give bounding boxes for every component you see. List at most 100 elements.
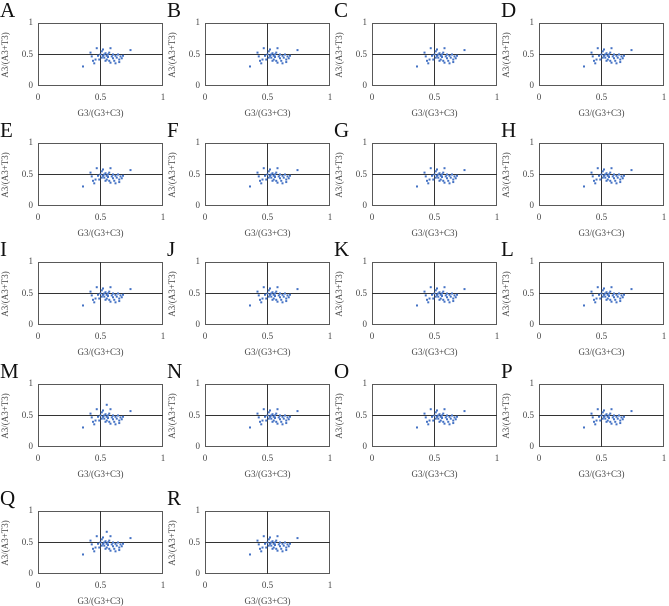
data-point — [620, 175, 623, 178]
data-point — [103, 173, 106, 176]
data-point — [102, 48, 104, 51]
y-tick-label: 0.5 — [522, 287, 534, 298]
x-tick-label: 1 — [327, 212, 333, 222]
data-point — [451, 53, 453, 56]
scatter-svg — [38, 511, 163, 574]
data-point — [449, 176, 452, 179]
data-point — [267, 176, 270, 179]
data-point — [595, 419, 598, 422]
data-point — [285, 58, 288, 61]
data-point — [119, 175, 122, 178]
data-point — [129, 169, 132, 172]
data-point — [428, 419, 431, 422]
data-point — [90, 543, 93, 546]
data-point — [92, 59, 94, 62]
data-point — [112, 173, 114, 176]
data-point — [441, 292, 443, 295]
y-tick-label: 0 — [362, 319, 368, 329]
data-point — [456, 293, 458, 296]
data-point — [112, 296, 114, 299]
panel-letter: O — [334, 359, 350, 383]
y-tick-label: 1 — [529, 256, 535, 266]
data-point — [281, 542, 284, 545]
data-point — [272, 174, 275, 177]
data-point — [285, 178, 288, 181]
data-point — [271, 52, 274, 55]
data-point — [437, 292, 440, 295]
data-point — [269, 287, 271, 290]
data-point — [274, 173, 276, 176]
data-point — [109, 422, 112, 425]
data-point — [289, 542, 291, 545]
data-point — [129, 288, 132, 291]
data-point — [118, 546, 121, 549]
data-point — [120, 296, 123, 299]
data-point — [452, 61, 455, 64]
data-point — [613, 418, 615, 421]
data-point — [596, 286, 599, 289]
data-point — [595, 297, 598, 300]
data-point — [262, 408, 265, 411]
data-point — [112, 292, 114, 295]
data-point — [98, 546, 101, 549]
data-point — [99, 53, 102, 56]
data-point — [616, 295, 619, 298]
data-point — [434, 50, 437, 53]
data-point — [104, 420, 107, 423]
data-point — [265, 178, 268, 181]
data-point — [98, 58, 101, 61]
x-axis-title: G3/(G3+C3) — [411, 228, 458, 238]
data-point — [102, 542, 104, 545]
scatter-svg — [539, 143, 664, 206]
data-point — [279, 177, 281, 180]
x-axis-title: G3/(G3+C3) — [578, 228, 625, 238]
y-tick-label: 0 — [28, 568, 34, 578]
data-point — [120, 545, 123, 548]
data-point — [443, 422, 446, 425]
data-point — [257, 294, 260, 297]
y-axis-title: A3/(A3+T3) — [167, 151, 177, 198]
data-point — [613, 53, 615, 56]
y-axis-title: A3/(A3+T3) — [167, 519, 177, 566]
data-point — [615, 415, 618, 418]
data-point — [118, 549, 121, 552]
data-point — [102, 415, 104, 418]
data-point — [271, 59, 274, 62]
data-point — [619, 422, 622, 425]
data-point — [272, 178, 275, 181]
data-point — [428, 58, 431, 61]
data-point — [259, 298, 261, 301]
data-point — [423, 290, 426, 293]
data-point — [93, 550, 96, 553]
data-point — [452, 181, 455, 184]
data-point — [105, 530, 108, 533]
panel-letter: A — [0, 0, 16, 22]
data-point — [591, 294, 594, 297]
data-point — [443, 181, 446, 184]
data-point — [289, 54, 291, 57]
x-tick-label: 1 — [327, 92, 333, 102]
data-point — [441, 414, 443, 417]
data-point — [110, 416, 113, 419]
data-point — [285, 61, 288, 64]
data-point — [93, 423, 96, 426]
y-tick-label: 1 — [28, 505, 34, 515]
data-point — [264, 174, 266, 177]
data-point — [289, 415, 291, 418]
data-point — [274, 417, 276, 420]
data-point — [275, 179, 278, 182]
data-point — [97, 174, 99, 177]
data-point — [109, 47, 112, 50]
data-point — [108, 539, 111, 542]
data-point — [104, 298, 107, 301]
x-axis-title: G3/(G3+C3) — [77, 596, 124, 606]
data-point — [604, 417, 607, 420]
data-point — [608, 173, 610, 176]
data-point — [257, 175, 260, 178]
data-point — [92, 547, 94, 550]
data-point — [274, 56, 276, 59]
data-point — [438, 298, 441, 301]
data-point — [109, 408, 112, 411]
data-point — [456, 174, 458, 177]
data-point — [275, 412, 278, 415]
